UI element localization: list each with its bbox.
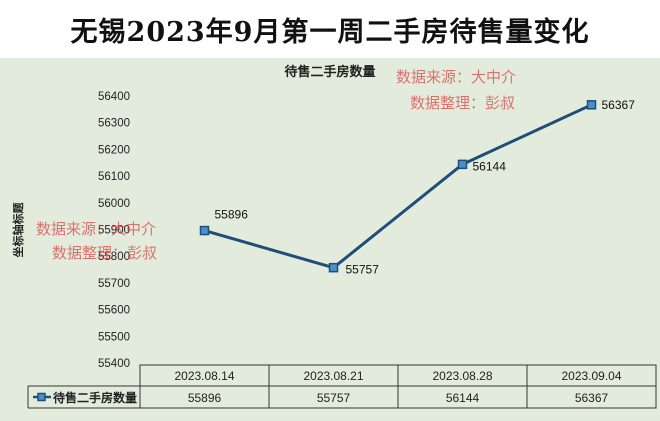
header: 无锡2023年9月第一周二手房待售量变化 xyxy=(0,0,660,59)
y-tick-label: 55800 xyxy=(98,251,130,263)
page-title: 无锡2023年9月第一周二手房待售量变化 xyxy=(70,16,590,48)
y-tick-label: 55400 xyxy=(98,358,130,370)
watermark-author: 数据整理：彭叔 xyxy=(52,244,158,262)
data-point xyxy=(457,159,468,170)
data-label: 55896 xyxy=(215,208,249,222)
y-tick-label: 56300 xyxy=(98,118,130,130)
plot-background xyxy=(0,58,660,421)
data-table-value: 56144 xyxy=(446,391,480,405)
chart-title: 待售二手房数量 xyxy=(283,64,375,79)
watermark-author: 数据整理：彭叔 xyxy=(410,94,516,112)
y-tick-label: 55900 xyxy=(98,225,130,237)
legend-label: 待售二手房数量 xyxy=(53,390,137,405)
data-table-value: 55757 xyxy=(317,391,351,405)
data-table-value: 55896 xyxy=(188,391,222,405)
watermark-source: 数据来源：大中介 xyxy=(396,68,517,86)
data-label: 56144 xyxy=(473,159,507,173)
data-point xyxy=(199,225,210,236)
legend-marker xyxy=(37,392,46,402)
data-label: 55757 xyxy=(346,263,380,277)
x-tick-label: 2023.08.28 xyxy=(432,369,492,383)
y-axis-title: 坐标轴标题 xyxy=(11,202,25,258)
x-tick-label: 2023.09.04 xyxy=(561,369,621,383)
x-tick-label: 2023.08.14 xyxy=(174,369,234,383)
y-tick-label: 55600 xyxy=(98,305,130,317)
data-point xyxy=(328,262,339,273)
data-point xyxy=(586,100,597,110)
y-tick-label: 55700 xyxy=(98,278,130,290)
y-tick-label: 55500 xyxy=(98,331,130,343)
y-tick-label: 56100 xyxy=(98,171,130,183)
series-line xyxy=(204,103,593,270)
x-tick-label: 2023.08.21 xyxy=(303,369,363,383)
y-tick-label: 56000 xyxy=(98,198,130,210)
data-label: 56367 xyxy=(602,98,636,112)
y-tick-label: 56200 xyxy=(98,144,130,156)
watermark-source: 数据来源：大中介 xyxy=(36,220,157,238)
data-table-value: 56367 xyxy=(575,391,609,405)
y-tick-label: 56400 xyxy=(98,91,130,103)
